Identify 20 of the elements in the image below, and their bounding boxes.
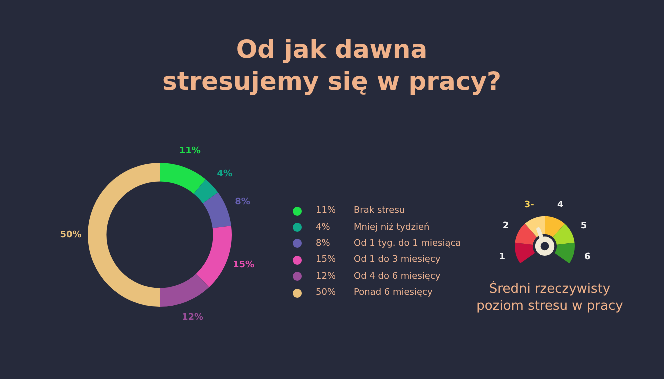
legend-label: 11% Brak stresu xyxy=(316,206,406,216)
chart-title: Od jak dawna stresujemy się w pracy? xyxy=(162,34,502,98)
legend-label: 50% Ponad 6 miesięcy xyxy=(316,288,433,298)
slice-label: 1 xyxy=(499,252,506,262)
data-label: 15% xyxy=(232,260,255,270)
data-label: 11% xyxy=(179,146,201,157)
slice-label: 4 xyxy=(558,200,564,211)
legend-label: 8% Od 1 tyg. do 1 miesiąca xyxy=(316,238,462,249)
legend-label: 15% Od 1 do 3 miesięcy xyxy=(316,255,441,266)
data-label: 4% xyxy=(217,169,233,180)
slice-label: 5 xyxy=(580,221,588,232)
slice-label: 2 xyxy=(502,221,510,232)
slice-label: 6 xyxy=(584,252,591,262)
data-label: 8% xyxy=(235,198,250,208)
slice-label: 3- xyxy=(524,200,535,211)
text: Średni rzeczywisty poziom stresu w pracy xyxy=(476,281,624,315)
legend-label: 12% Od 4 do 6 miesięcy xyxy=(316,272,441,282)
data-label: 12% xyxy=(182,313,204,324)
data-label: 50% xyxy=(60,230,82,240)
legend-label: 4% Mniej niż tydzień xyxy=(316,222,430,233)
